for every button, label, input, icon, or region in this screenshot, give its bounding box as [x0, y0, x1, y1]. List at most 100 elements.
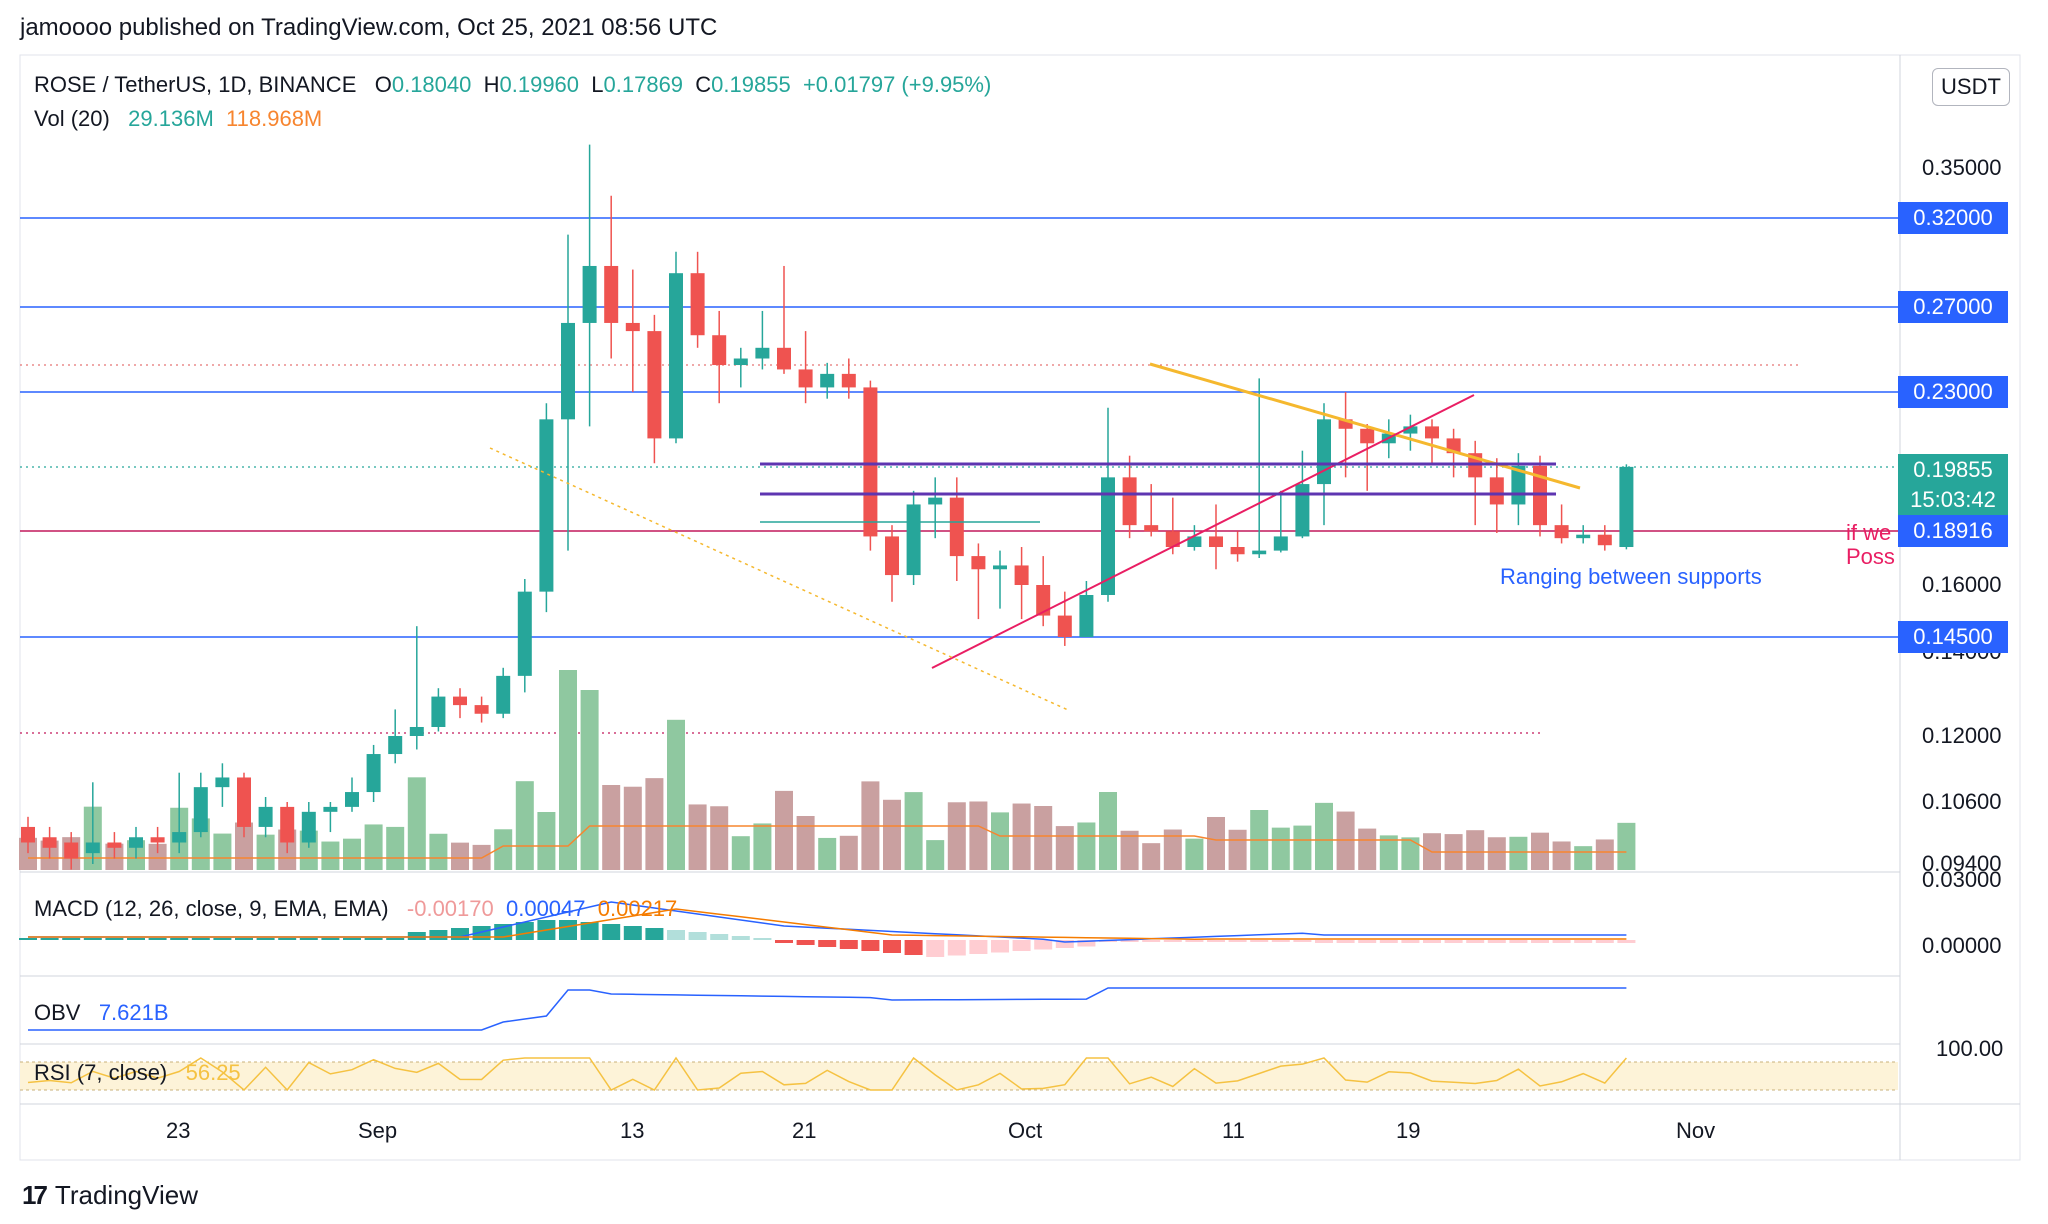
volume-bar — [1271, 827, 1290, 870]
candle-body — [1576, 534, 1591, 539]
candle-body — [971, 556, 986, 570]
volume-bar — [710, 806, 729, 870]
macd-histogram-bar — [559, 920, 577, 940]
volume-bar — [753, 823, 772, 870]
volume-bar — [559, 670, 577, 870]
macd-histogram-bar — [710, 934, 729, 940]
volume-legend: Vol (20) 29.136M 118.968M — [34, 106, 322, 132]
time-axis-label: 11 — [1222, 1118, 1245, 1143]
candle-body — [1619, 466, 1634, 548]
volume-bar — [1552, 841, 1571, 870]
candle-body — [1122, 477, 1137, 526]
macd-histogram-bar — [1617, 940, 1636, 943]
candle-body — [129, 837, 143, 848]
macd-histogram-bar — [429, 930, 448, 940]
candle-body — [1209, 536, 1223, 548]
volume-bar — [731, 836, 750, 870]
volume-label[interactable]: Vol (20) — [34, 106, 110, 131]
candle-body — [733, 358, 748, 366]
candle-body — [625, 322, 640, 332]
price-badge: 0.27000 — [1898, 291, 2008, 323]
candle-body — [409, 726, 424, 736]
macd-axis-label: 0.03000 — [1922, 867, 2002, 892]
macd-histogram-bar — [904, 940, 923, 955]
volume-bar — [364, 824, 383, 870]
symbol-name[interactable]: ROSE / TetherUS, 1D, BINANCE — [34, 72, 357, 97]
macd-axis-label: 0.00000 — [1922, 933, 2002, 958]
volume-bar — [904, 792, 923, 870]
rsi-value: 56.25 — [185, 1060, 241, 1085]
macd-histogram-bar — [775, 940, 793, 943]
volume-bar — [515, 781, 534, 870]
rsi-label[interactable]: RSI (7, close) — [34, 1060, 168, 1085]
dotted-trendline — [489, 447, 1069, 711]
candle-body — [539, 419, 554, 592]
macd-histogram-bar — [1574, 940, 1593, 943]
annotation-ranging[interactable]: Ranging between supports — [1500, 564, 1762, 589]
tradingview-logo[interactable]: 17 TradingView — [22, 1180, 198, 1211]
volume-bar — [1163, 829, 1182, 870]
volume-bars — [19, 670, 1636, 870]
candlesticks — [21, 144, 1634, 870]
close-value: 0.19855 — [711, 72, 791, 97]
macd-histogram-bar — [40, 938, 59, 940]
macd-line-value: 0.00047 — [505, 896, 586, 921]
candle-body — [474, 705, 489, 714]
volume-bar — [1358, 828, 1377, 870]
macd-histogram-bar — [105, 938, 124, 940]
macd-histogram-bar — [602, 924, 621, 940]
macd-histogram-bar — [991, 940, 1009, 953]
macd-histogram-bar — [1163, 940, 1182, 942]
time-axis-label: 19 — [1396, 1118, 1421, 1143]
volume-bar — [1099, 792, 1117, 870]
annotation-possible[interactable]: Poss — [1846, 544, 1895, 569]
volume-bar — [256, 834, 275, 870]
volume-bar — [429, 833, 448, 870]
macd-histogram-bar — [1401, 940, 1420, 943]
macd-histogram-bar — [667, 930, 685, 940]
volume-bar — [1077, 822, 1096, 870]
candle-body — [582, 265, 597, 323]
candle-body — [798, 369, 813, 388]
macd-signal-value: 0.00217 — [597, 896, 678, 921]
macd-histogram-bar — [839, 940, 858, 949]
annotation-if-we[interactable]: if we — [1846, 520, 1892, 545]
volume-bar — [818, 837, 837, 870]
obv-line — [28, 987, 1627, 1031]
candle-body — [1144, 525, 1159, 532]
candle-body — [237, 777, 251, 827]
macd-histogram-bar — [235, 938, 253, 940]
macd-histogram-bar — [1379, 940, 1398, 943]
macd-histogram-bar — [623, 926, 642, 940]
volume-bar — [407, 777, 426, 870]
candle-body — [1295, 484, 1310, 537]
obv-value: 7.621B — [98, 1000, 169, 1025]
volume-bar — [1228, 829, 1247, 870]
candle-body — [841, 373, 856, 388]
volume-bar — [1207, 816, 1225, 870]
macd-histogram-bar — [1012, 940, 1031, 951]
price-axis-label: 0.35000 — [1922, 155, 2002, 180]
candle-body — [453, 696, 467, 706]
macd-histogram-bar — [19, 938, 37, 940]
candle-body — [669, 273, 683, 439]
macd-histogram-bar — [1207, 940, 1225, 942]
macd-histogram-bar — [321, 938, 340, 940]
price-axis-label: 0.16000 — [1922, 572, 2002, 597]
volume-bar — [623, 786, 642, 870]
macd-histogram-bar — [451, 928, 469, 940]
macd-histogram-bar — [1358, 940, 1377, 943]
rsi-pane — [20, 1056, 1898, 1092]
macd-histogram-bar — [170, 938, 189, 940]
price-badge: 0.18916 — [1898, 515, 2008, 547]
publisher-line: jamoooo published on TradingView.com, Oc… — [20, 14, 718, 41]
macd-histogram-bar — [1595, 940, 1614, 943]
price-badge: 0.19855 — [1898, 454, 2008, 486]
obv-label[interactable]: OBV — [34, 1000, 81, 1025]
currency-button[interactable]: USDT — [1932, 68, 2010, 106]
macd-label[interactable]: MACD (12, 26, close, 9, EMA, EMA) — [34, 896, 389, 921]
price-badge: 0.14500 — [1898, 621, 2008, 653]
candle-body — [301, 811, 316, 843]
macd-histogram-bar — [83, 938, 102, 940]
